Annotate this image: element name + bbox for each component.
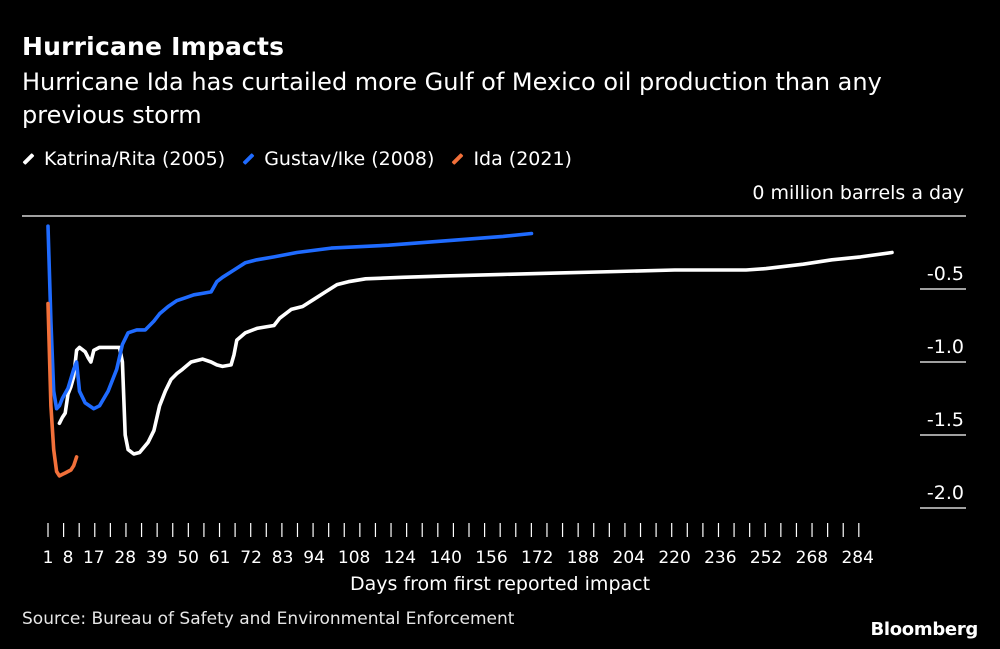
x-tick-label: 39 (146, 548, 168, 568)
legend-label-gustav: Gustav/Ike (2008) (264, 148, 435, 170)
y-tick-label: -1.5 (927, 409, 964, 431)
x-tick-label: 172 (521, 548, 553, 568)
x-tick-label: 140 (429, 548, 461, 568)
chart-subtitle: Hurricane Ida has curtailed more Gulf of… (22, 68, 882, 129)
chart-title: Hurricane Impacts (22, 32, 285, 61)
source-note: Source: Bureau of Safety and Environment… (22, 609, 515, 629)
y-tick-label: -1.0 (927, 336, 964, 358)
legend-item-ida: Ida (2021) (451, 148, 572, 170)
x-tick-label: 108 (338, 548, 370, 568)
x-tick-label: 94 (303, 548, 325, 568)
series-line-gustav (46, 224, 534, 411)
x-tick-label: 284 (841, 548, 873, 568)
x-axis-label: Days from first reported impact (350, 573, 650, 595)
x-tick-label: 236 (704, 548, 736, 568)
legend-label-ida: Ida (2021) (473, 148, 572, 170)
legend-item-gustav: Gustav/Ike (2008) (242, 148, 434, 170)
x-tick-label: 8 (63, 548, 74, 568)
x-tick-label: 220 (658, 548, 690, 568)
x-tick-label: 50 (177, 548, 199, 568)
legend-label-katrina: Katrina/Rita (2005) (44, 148, 226, 170)
x-tick-label: 17 (83, 548, 105, 568)
chart-legend: Katrina/Rita (2005) Gustav/Ike (2008) Id… (22, 148, 589, 170)
y-tick-label: -0.5 (927, 263, 964, 285)
x-tick-label: 204 (613, 548, 645, 568)
x-tick-label: 268 (796, 548, 828, 568)
x-tick-label: 72 (240, 548, 262, 568)
x-tick-label: 28 (114, 548, 136, 568)
legend-item-katrina: Katrina/Rita (2005) (22, 148, 225, 170)
x-tick-label: 1 (43, 548, 54, 568)
x-tick-label: 83 (272, 548, 294, 568)
series-line-ida (46, 301, 79, 478)
y-tick-label: -2.0 (927, 482, 964, 504)
x-tick-label: 252 (750, 548, 782, 568)
x-tick-label: 124 (384, 548, 416, 568)
y-axis-unit-label: 0 million barrels a day (752, 182, 964, 204)
bloomberg-logo: Bloomberg (870, 619, 978, 640)
x-tick-label: 156 (475, 548, 507, 568)
x-tick-label: 188 (567, 548, 599, 568)
series-line-katrina (57, 250, 894, 456)
x-tick-label: 61 (209, 548, 231, 568)
